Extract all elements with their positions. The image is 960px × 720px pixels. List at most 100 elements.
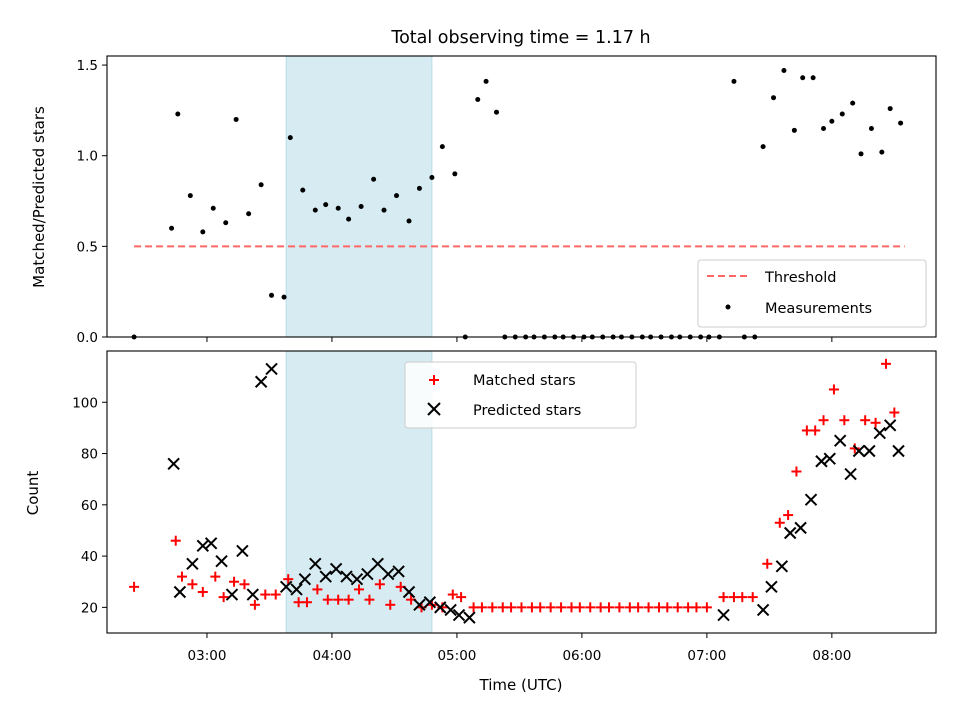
predicted-star-point	[794, 521, 807, 535]
matched-star-point	[283, 574, 294, 585]
measurement-point	[850, 100, 856, 106]
chart-title: Total observing time = 1.17 h	[390, 28, 650, 48]
bottom-x-tick-label: 04:00	[313, 648, 352, 664]
predicted-star-point	[392, 565, 405, 578]
measurement-point	[200, 229, 206, 235]
measurement-point	[335, 205, 341, 211]
bottom-x-tick-label: 05:00	[437, 648, 476, 664]
predicted-star-point	[823, 452, 836, 465]
measurement-point	[269, 292, 275, 298]
predicted-star-point	[225, 588, 239, 601]
matched-star-point	[662, 602, 673, 613]
predicted-star-point	[775, 560, 789, 573]
matched-star-point	[170, 535, 181, 546]
predicted-star-point	[765, 580, 778, 594]
measurement-point	[898, 120, 904, 126]
measurement-point	[233, 116, 239, 122]
measurement-point	[300, 187, 306, 193]
bottom-x-tick-label: 06:00	[562, 648, 601, 664]
measurement-point	[858, 151, 864, 157]
predicted-star-point	[298, 572, 312, 586]
matched-star-point	[870, 417, 881, 428]
matched-star-point	[881, 358, 892, 369]
predicted-star-point	[246, 588, 260, 601]
measurement-point	[323, 202, 329, 208]
predicted-star-point	[863, 444, 876, 458]
matched-star-point	[535, 602, 546, 613]
matched-legend-swatch	[429, 375, 439, 385]
bottom-y-tick-label: 60	[81, 498, 98, 514]
predicted-star-point	[883, 419, 897, 432]
top-y-tick-label: 0.5	[77, 239, 98, 255]
matched-star-point	[545, 602, 556, 613]
matched-star-point	[643, 602, 654, 613]
matched-star-point	[791, 466, 802, 477]
predicted-legend-swatch	[427, 402, 441, 416]
bottom-y-ticks: 20 40 60 80 100	[72, 395, 107, 616]
matched-star-point	[614, 602, 625, 613]
predicted-star-point	[434, 601, 447, 614]
matched-star-point	[385, 599, 396, 610]
top-y-ticks: 0.0 0.5 1.0 1.5	[77, 58, 107, 346]
measurement-point	[210, 205, 216, 211]
measurement-point	[452, 171, 458, 177]
matched-star-point	[889, 407, 900, 418]
predicted-star-point	[329, 562, 343, 576]
bottom-y-axis-label: Count	[24, 471, 42, 516]
measurement-point	[879, 149, 885, 155]
predicted-star-point	[290, 583, 303, 596]
predicted-star-point	[167, 457, 180, 471]
top-x-ticks	[206, 337, 833, 342]
matched-star-point	[701, 602, 712, 613]
measurement-point	[281, 294, 287, 300]
measurement-point	[175, 111, 181, 117]
matched-star-point	[187, 579, 198, 590]
predicted-star-point	[204, 537, 218, 550]
bottom-x-ticks: 03:00 04:00 05:00 06:00 07:00 08:00	[188, 633, 851, 664]
predicted-star-point	[833, 434, 847, 447]
predicted-stars-series	[167, 362, 905, 624]
matched-star-point	[762, 558, 773, 569]
predicted-star-point	[815, 455, 828, 468]
x-axis-label: Time (UTC)	[479, 676, 563, 694]
matched-star-point	[354, 584, 365, 595]
matched-star-point	[672, 602, 683, 613]
predicted-star-point	[423, 596, 437, 609]
matched-star-point	[506, 602, 517, 613]
matched-stars-series	[129, 358, 900, 613]
matched-star-point	[343, 594, 354, 605]
bottom-legend-frame	[404, 361, 637, 429]
measurement-point	[483, 78, 489, 84]
matched-star-point	[718, 592, 729, 603]
matched-star-point	[818, 415, 829, 426]
bottom-y-tick-label: 20	[81, 600, 98, 616]
predicted-star-point	[236, 544, 249, 558]
predicted-star-point	[381, 567, 395, 581]
matched-star-point	[476, 602, 487, 613]
top-axes-frame	[106, 55, 937, 338]
measurement-point	[760, 144, 766, 150]
matched-legend-label: Matched stars	[473, 373, 576, 389]
measurement-point	[475, 97, 481, 103]
matched-star-point	[333, 594, 344, 605]
bottom-y-tick-label: 40	[81, 549, 98, 565]
measurement-point	[406, 218, 412, 224]
measurement-point	[829, 118, 835, 124]
bottom-axes-frame	[106, 350, 937, 634]
measurement-point	[887, 106, 893, 112]
measurement-point	[731, 78, 737, 84]
matched-star-point	[129, 581, 140, 592]
predicted-star-point	[804, 493, 818, 506]
predicted-star-point	[844, 467, 857, 481]
matched-star-point	[218, 592, 229, 603]
matched-star-point	[270, 589, 281, 600]
bottom-x-tick-label: 03:00	[188, 648, 227, 664]
predicted-star-point	[756, 603, 770, 617]
matched-star-point	[197, 586, 208, 597]
matched-star-point	[374, 579, 385, 590]
top-y-tick-label: 1.5	[77, 58, 98, 74]
measurement-point	[246, 211, 252, 217]
predicted-star-point	[186, 557, 199, 570]
predicted-star-point	[402, 585, 416, 599]
